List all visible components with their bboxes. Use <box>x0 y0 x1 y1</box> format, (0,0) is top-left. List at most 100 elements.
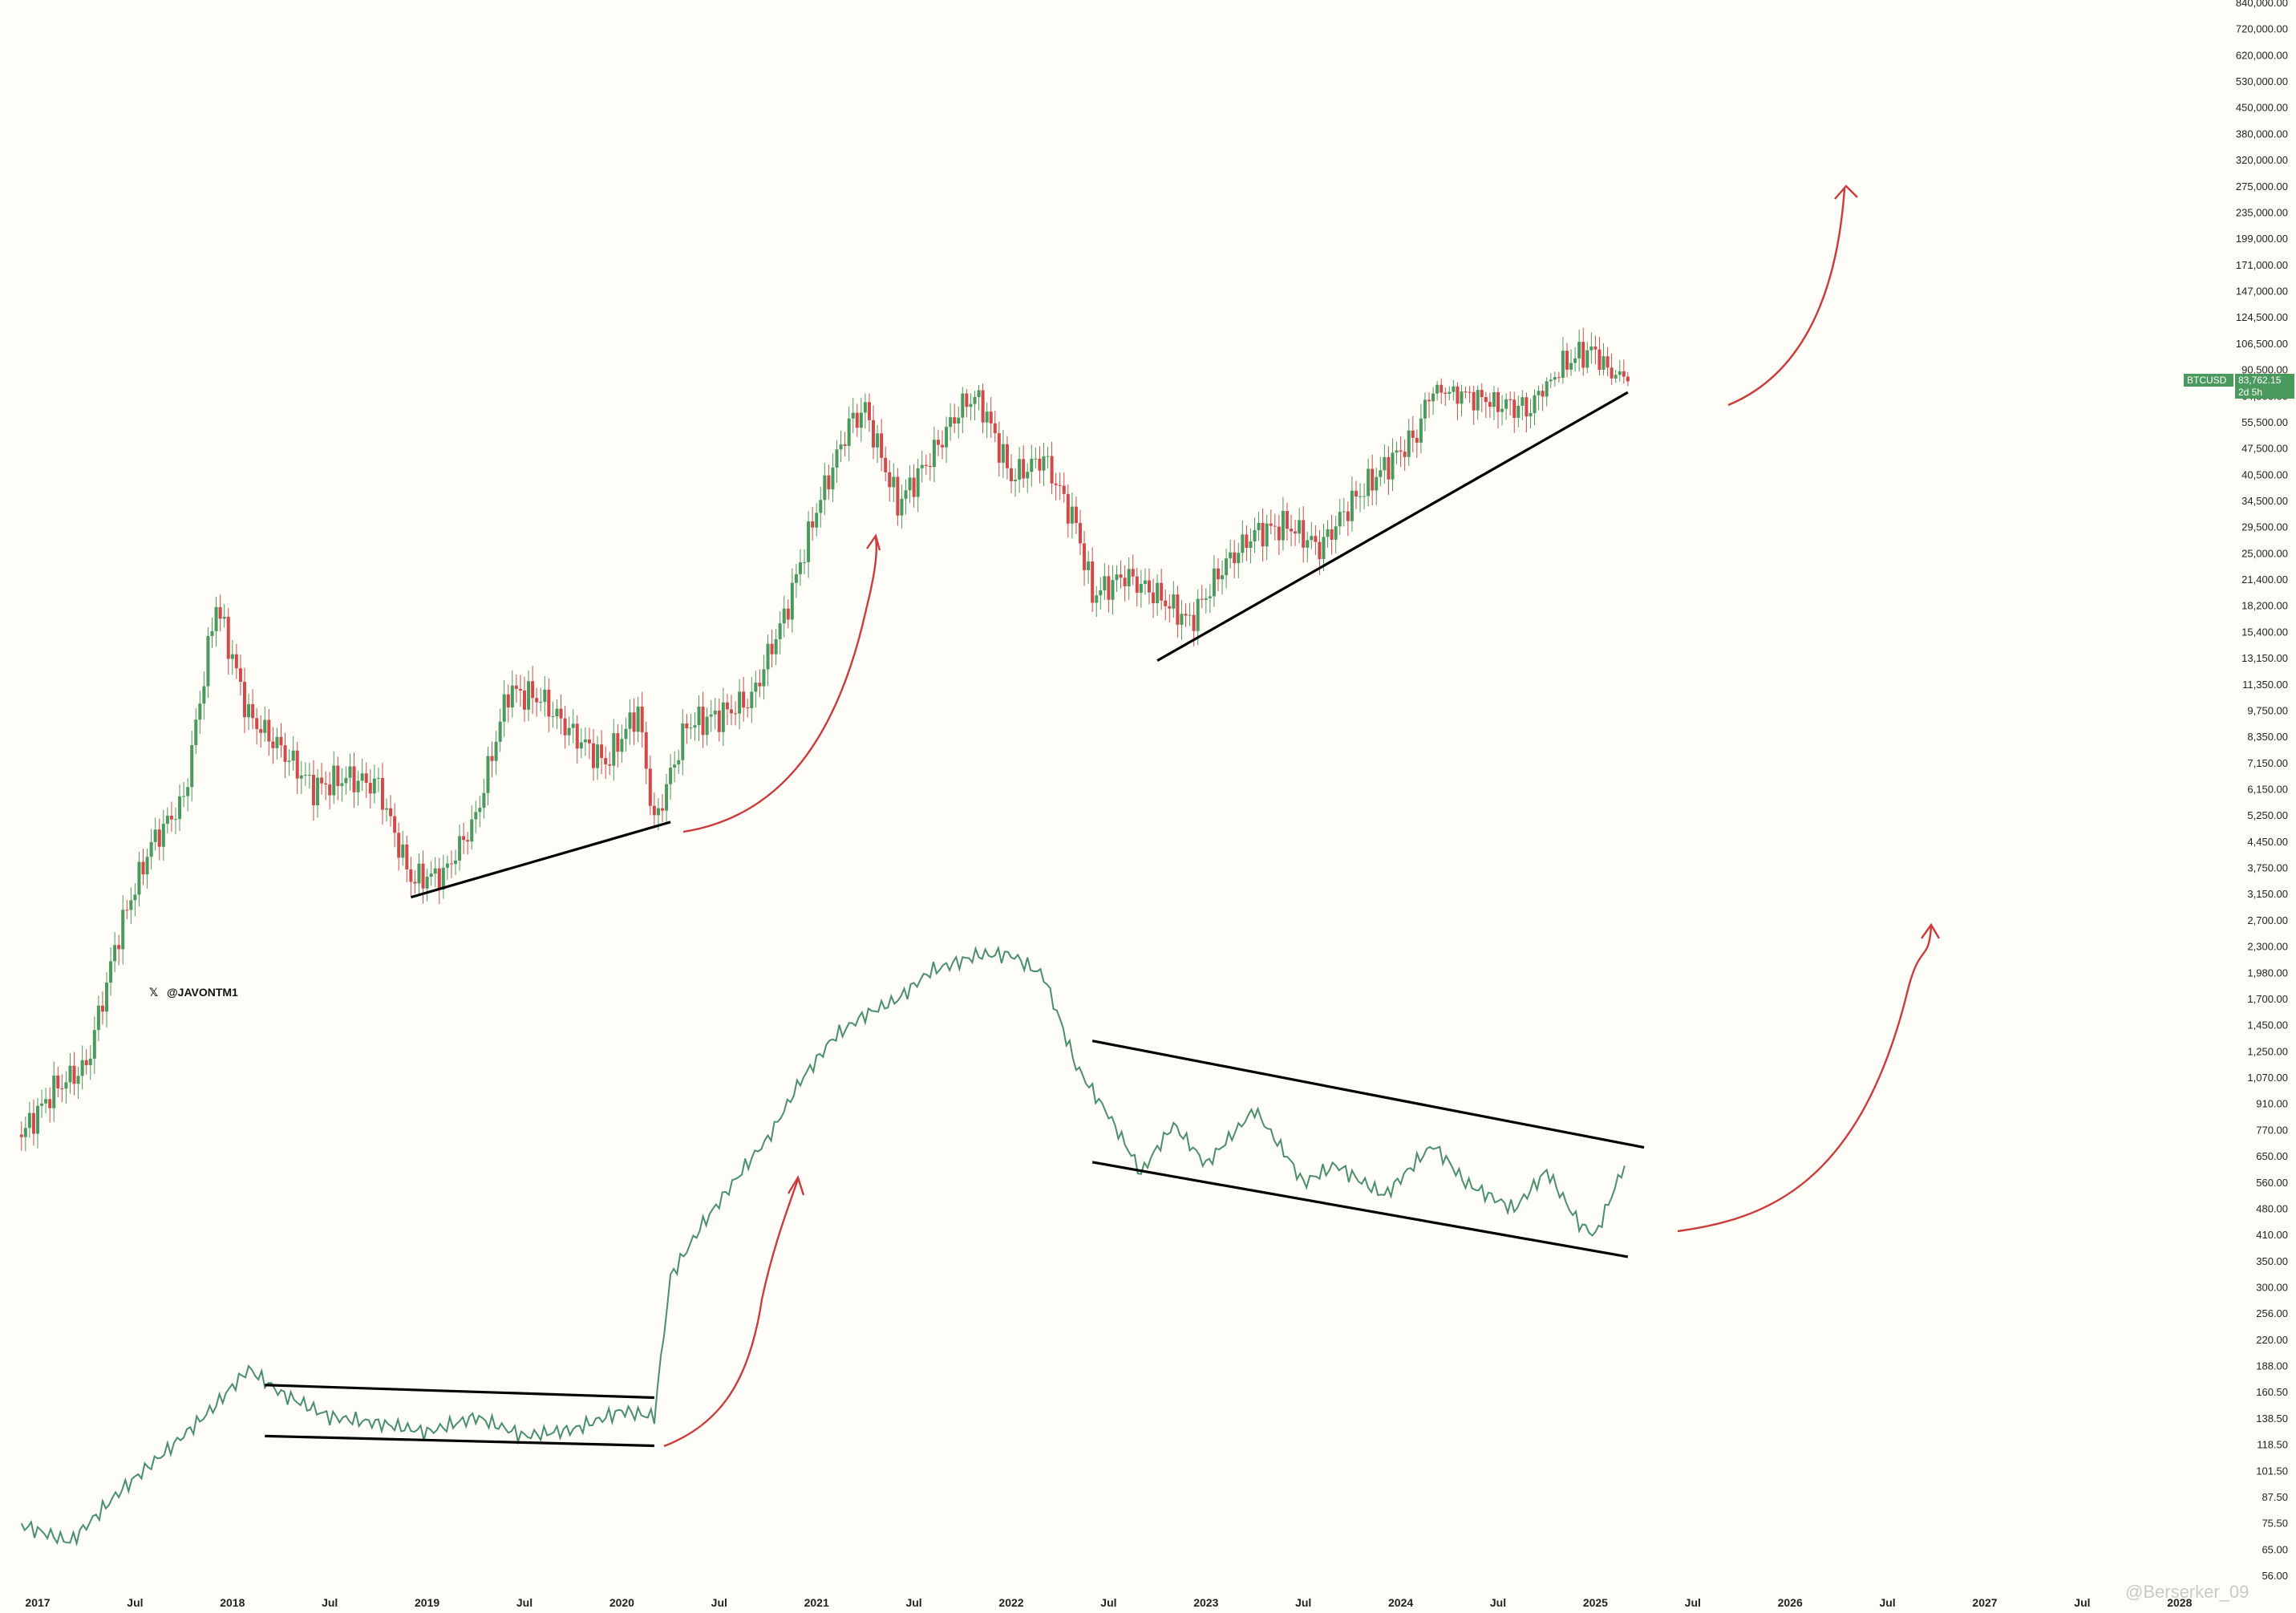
candle-body <box>1581 342 1585 368</box>
candle-body <box>441 867 445 890</box>
y-tick-label: 75.50 <box>2262 1518 2288 1530</box>
candle-body <box>173 819 177 821</box>
candle-body <box>1139 584 1143 593</box>
candle-body <box>774 638 778 655</box>
candle-body <box>1488 402 1492 407</box>
candle-body <box>1444 392 1448 395</box>
candle-body <box>1367 468 1371 496</box>
candle-body <box>1273 525 1277 527</box>
candle-body <box>259 728 263 733</box>
candle-body <box>1561 351 1565 378</box>
candle-body <box>527 681 531 710</box>
candle-body <box>311 774 315 806</box>
candle-body <box>1245 534 1249 549</box>
y-tick-label: 40,500.00 <box>2241 468 2288 480</box>
candle-body <box>425 877 429 889</box>
candle-body <box>437 868 441 890</box>
candle-body <box>985 411 989 423</box>
y-tick-label: 29,500.00 <box>2241 521 2288 533</box>
candle-body <box>555 708 559 716</box>
candle-body <box>543 689 547 702</box>
candle-body <box>762 669 766 687</box>
candle-body <box>1549 379 1553 382</box>
candle-body <box>1018 459 1022 480</box>
candle-body <box>660 808 664 811</box>
candle-body <box>1046 456 1050 457</box>
candle-body <box>445 863 449 868</box>
x-tick-label: 2028 <box>2167 1596 2192 1609</box>
candle-body <box>84 1060 88 1065</box>
candle-body <box>583 739 587 743</box>
candle-body <box>1281 511 1285 541</box>
candle-body <box>1115 574 1119 581</box>
candle-body <box>149 841 153 857</box>
candle-body <box>547 689 551 717</box>
candle-body <box>669 768 673 784</box>
candle-body <box>1480 390 1484 398</box>
candle-body <box>1164 600 1168 606</box>
candle-body <box>222 617 226 619</box>
candle-body <box>725 702 729 710</box>
candle-body <box>510 685 514 708</box>
x-tick-label: 2027 <box>1972 1596 1997 1609</box>
candle-body <box>738 691 742 714</box>
candle-body <box>863 402 867 413</box>
candle-body <box>969 403 973 407</box>
candle-body <box>1533 395 1537 414</box>
y-tick-label: 2,700.00 <box>2247 914 2288 926</box>
candle-body <box>1419 418 1423 443</box>
candle-body <box>1496 391 1500 412</box>
candle-body <box>409 869 413 882</box>
candle-body <box>1622 371 1626 377</box>
candle-body <box>1078 523 1082 544</box>
candle-body <box>1614 375 1618 379</box>
candle-body <box>490 756 494 761</box>
y-tick-label: 199,000.00 <box>2236 233 2288 245</box>
y-tick-label: 13,150.00 <box>2241 652 2288 664</box>
candle-body <box>1359 496 1363 497</box>
candle-body <box>161 824 165 847</box>
candle-body <box>295 750 299 779</box>
candle-body <box>949 417 953 428</box>
candle-body <box>1407 430 1411 457</box>
candle-body <box>1168 606 1172 609</box>
candle-body <box>734 713 738 715</box>
candle-body <box>303 774 307 776</box>
candle-body <box>1452 386 1456 392</box>
candle-body <box>973 396 977 404</box>
price-candles <box>19 327 1630 1152</box>
candle-body <box>1022 459 1026 479</box>
candle-body <box>242 682 246 718</box>
candle-body <box>1512 399 1516 418</box>
candle-body <box>1050 456 1054 484</box>
candle-body <box>709 714 713 717</box>
candle-body <box>1403 452 1407 457</box>
candle-body <box>332 765 336 796</box>
candle-body <box>210 630 214 636</box>
candle-body <box>1529 413 1533 417</box>
candle-body <box>1383 456 1387 471</box>
y-tick-label: 171,000.00 <box>2236 259 2288 271</box>
candle-body <box>656 808 660 816</box>
candle-body <box>673 764 677 768</box>
candle-body <box>742 691 746 708</box>
candle-body <box>1602 356 1606 371</box>
candle-body <box>356 780 360 792</box>
x-tick-label: 2021 <box>804 1596 829 1609</box>
candle-body <box>665 784 669 811</box>
y-tick-label: 106,500.00 <box>2236 338 2288 350</box>
candle-body <box>1131 569 1135 577</box>
candle-body <box>782 608 786 624</box>
candle-body <box>604 758 608 764</box>
candle-body <box>385 808 389 810</box>
candle-body <box>587 739 591 744</box>
candle-body <box>600 744 604 759</box>
candle-body <box>1180 614 1184 625</box>
candle-body <box>559 708 563 719</box>
candle-body <box>750 691 754 708</box>
candle-body <box>1306 540 1310 548</box>
candle-body <box>591 743 595 768</box>
y-tick-label: 480.00 <box>2256 1202 2288 1214</box>
candle-body <box>52 1076 56 1108</box>
